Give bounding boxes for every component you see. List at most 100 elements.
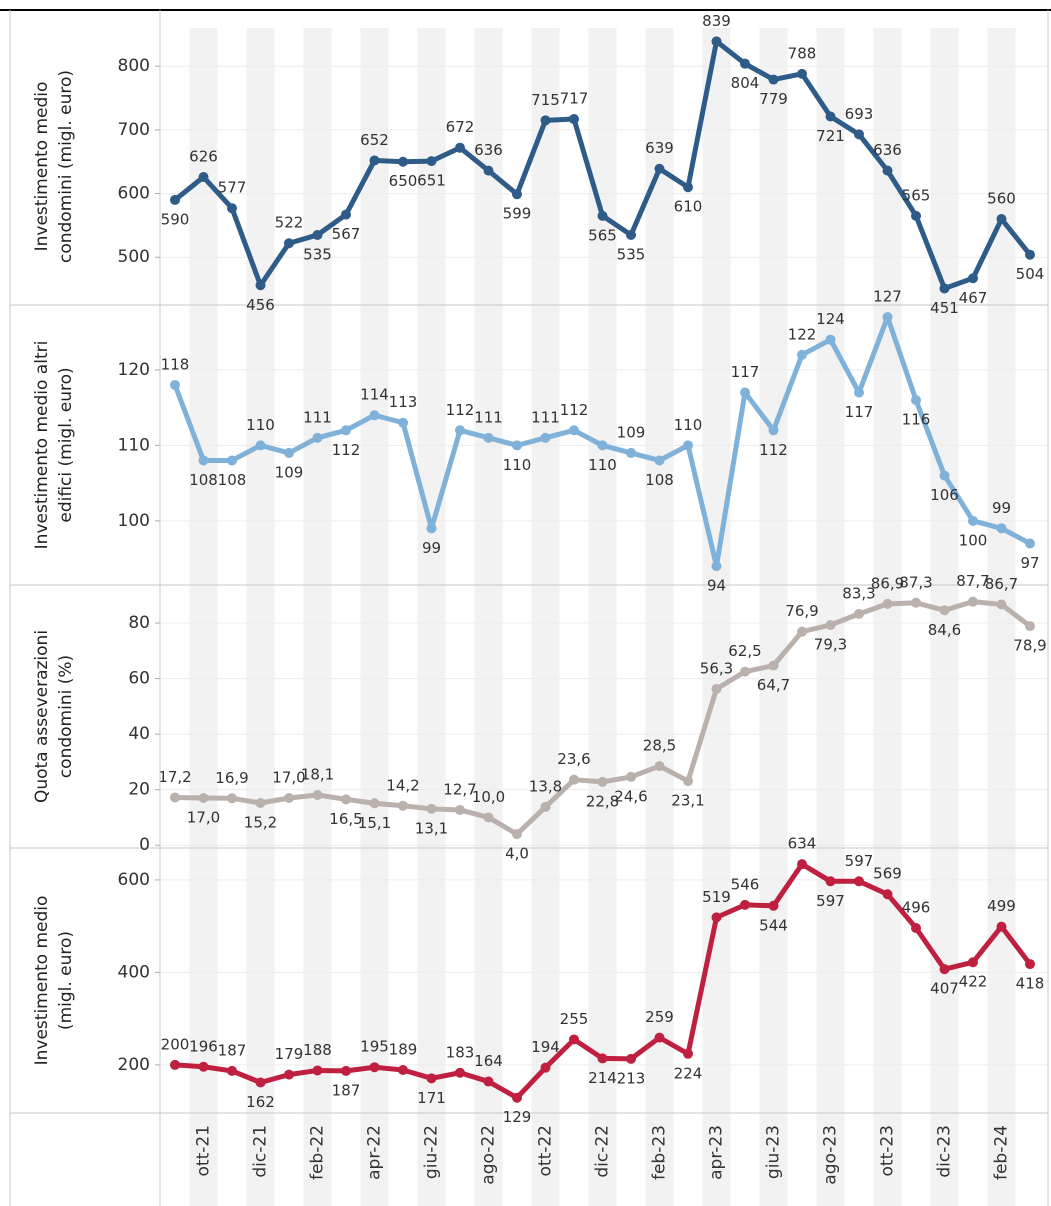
value-label: 456 [246,296,275,314]
point [540,1062,551,1073]
point [1025,621,1035,632]
value-label: 804 [731,74,760,92]
point [455,142,465,153]
value-label: 535 [617,245,646,263]
x-tick-label: dic-22 [593,1125,613,1178]
band [930,28,959,1206]
value-label: 721 [816,127,845,145]
value-label: 86,7 [985,575,1018,593]
point [227,793,237,804]
point [911,597,921,608]
value-label: 118 [161,356,190,374]
axis-title: (migl. euro) [56,931,76,1030]
point [797,626,807,637]
point [768,900,779,911]
point [255,440,266,451]
value-label: 117 [731,363,760,381]
value-label: 467 [959,289,988,307]
point [312,229,323,240]
point [597,1053,608,1064]
axis-title: condomini (migl. euro) [56,70,76,263]
value-label: 569 [873,865,902,883]
point [426,803,437,814]
y-tick-label: 600 [118,870,150,890]
x-tick-label: giu-22 [422,1125,442,1179]
value-label: 112 [446,401,475,419]
value-label: 196 [189,1037,218,1055]
value-label: 17,0 [272,769,305,787]
point [683,440,693,451]
value-label: 194 [531,1038,560,1056]
y-tick-label: 110 [118,435,150,455]
band [189,28,218,1206]
value-label: 106 [930,486,959,504]
value-label: 56,3 [700,659,733,677]
point [939,470,950,481]
x-tick-label: ott-23 [878,1125,898,1177]
point [398,1064,408,1075]
point [369,1062,380,1073]
value-label: 87,7 [956,572,989,590]
point [483,1076,494,1087]
value-label: 693 [845,105,874,123]
point [284,793,294,804]
value-label: 255 [560,1010,589,1028]
point [170,194,180,205]
value-label: 590 [161,210,190,228]
value-label: 28,5 [643,737,676,755]
value-label: 418 [1016,975,1045,993]
x-tick-label: apr-22 [365,1125,385,1180]
value-label: 179 [275,1045,304,1063]
value-label: 111 [303,408,332,426]
band [702,28,731,1206]
value-label: 108 [218,471,247,489]
point [711,561,722,572]
y-tick-label: 120 [118,360,150,380]
y-tick-label: 100 [118,511,150,531]
content: ott-21 dic-21 feb-22 apr-22 giu-22 ago-22 ott-… [10,12,1048,1185]
value-label: 560 [987,190,1016,208]
point [312,789,323,800]
value-label: 111 [474,408,503,426]
point [569,1034,579,1045]
point [654,163,665,174]
point [284,447,294,458]
value-label: 16,9 [215,769,248,787]
point [854,387,864,398]
value-label: 546 [731,875,760,893]
value-label: 259 [645,1008,674,1026]
point [312,432,323,443]
point [255,1077,266,1088]
point [426,523,437,534]
axis-title: Investimento medio [32,896,52,1066]
value-label: 522 [275,214,304,232]
value-label: 127 [873,288,902,306]
point [854,876,864,887]
value-label: 567 [332,225,361,243]
point [797,859,807,870]
x-tick-label: feb-23 [650,1125,670,1180]
point [882,312,893,323]
point [540,115,551,126]
value-label: 10,0 [472,788,505,806]
point [512,1092,522,1103]
point [597,776,608,787]
value-label: 577 [218,179,247,197]
value-label: 636 [474,141,503,159]
point [398,156,408,167]
value-label: 94 [707,577,726,595]
value-label: 112 [332,441,361,459]
point [341,794,351,805]
axis-title: Investimento medio altri [32,341,52,550]
value-label: 23,6 [557,750,590,768]
point [626,1053,636,1064]
value-label: 12,7 [443,780,476,798]
point [968,596,978,607]
axis-title: Investimento medio [32,82,52,252]
point [398,417,408,428]
point [369,410,380,421]
value-label: 200 [161,1035,190,1053]
value-label: 113 [389,393,418,411]
point [170,792,180,803]
band [303,28,332,1206]
